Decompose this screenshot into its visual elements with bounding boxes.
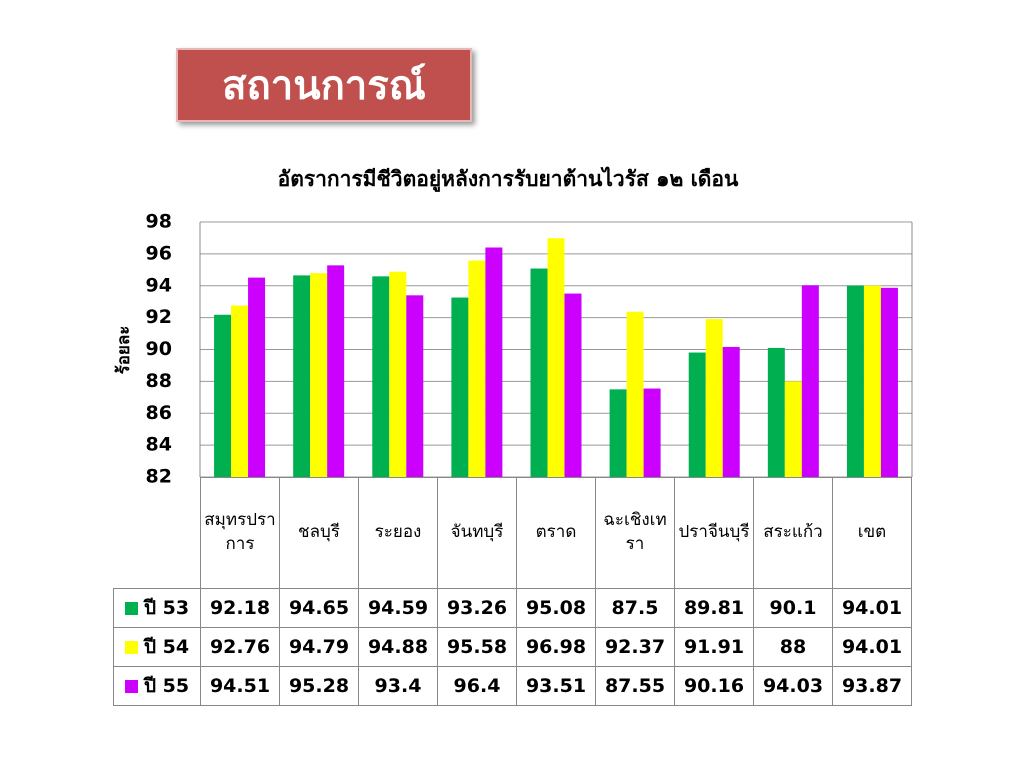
y-tick-label: 92 [146, 306, 172, 328]
bar [468, 260, 486, 477]
bar [389, 271, 407, 477]
bar [372, 276, 390, 477]
bar [547, 238, 565, 477]
value-cell: 94.51 [200, 666, 280, 706]
series-row: ปี 54 92.76 94.79 94.88 95.58 96.98 92.37 91.91… [113, 627, 912, 667]
bar [293, 275, 311, 477]
y-tick-label: 96 [146, 242, 172, 264]
bar [451, 297, 469, 477]
y-tick-label: 88 [146, 370, 172, 392]
legend-label: ปี 55 [143, 675, 190, 697]
bar [406, 295, 424, 477]
y-tick-label: 86 [146, 402, 172, 424]
value-cell: 92.76 [200, 627, 280, 667]
value-cell: 87.5 [595, 588, 675, 628]
slide-title: สถานการณ์ [176, 48, 472, 122]
value-cell: 95.08 [516, 588, 596, 628]
bar [231, 305, 249, 477]
category-cell: จันทบุรี [437, 477, 517, 589]
bar [801, 285, 819, 477]
value-cell: 94.79 [279, 627, 359, 667]
category-cell: ปราจีนบุรี [674, 477, 754, 589]
legend-cell: ปี 53 [113, 588, 201, 628]
legend-label: ปี 54 [143, 636, 190, 658]
value-cell: 90.16 [674, 666, 754, 706]
bar [609, 389, 627, 477]
value-cell: 88 [753, 627, 833, 667]
value-cell: 93.87 [832, 666, 912, 706]
bar [485, 247, 503, 477]
value-cell: 94.65 [279, 588, 359, 628]
data-table: สมุทรปราการ ชลบุรี ระยอง จันทบุรี ตราด ฉะเชิง… [113, 477, 912, 706]
value-cell: 93.4 [358, 666, 438, 706]
corner-cell [114, 478, 201, 589]
category-cell: ชลบุรี [279, 477, 359, 589]
category-cell: ฉะเชิงเทรา [595, 477, 675, 589]
value-cell: 94.01 [832, 627, 912, 667]
value-cell: 94.01 [832, 588, 912, 628]
value-cell: 92.37 [595, 627, 675, 667]
y-tick-label: 94 [146, 274, 172, 296]
value-cell: 94.03 [753, 666, 833, 706]
y-tick-label: 82 [146, 466, 172, 488]
category-cell: สระแก้ว [753, 477, 833, 589]
value-cell: 92.18 [200, 588, 280, 628]
bar [530, 268, 548, 477]
value-cell: 94.59 [358, 588, 438, 628]
value-cell: 95.28 [279, 666, 359, 706]
series-row: ปี 53 92.18 94.65 94.59 93.26 95.08 87.5 89.81 9… [113, 588, 912, 628]
value-cell: 96.98 [516, 627, 596, 667]
value-cell: 93.51 [516, 666, 596, 706]
bar [564, 293, 582, 477]
bar [248, 277, 266, 477]
legend-label: ปี 53 [143, 597, 190, 619]
bar [880, 287, 898, 477]
bar [310, 273, 328, 477]
value-cell: 94.88 [358, 627, 438, 667]
value-cell: 90.1 [753, 588, 833, 628]
y-tick-label: 90 [146, 338, 172, 360]
bar [846, 285, 864, 477]
legend-key [124, 680, 138, 693]
legend-key [124, 602, 138, 615]
bar [784, 381, 802, 477]
value-cell: 96.4 [437, 666, 517, 706]
value-cell: 93.26 [437, 588, 517, 628]
y-tick-label: 98 [146, 211, 172, 233]
bar [688, 352, 706, 477]
legend-key [124, 641, 138, 654]
legend-cell: ปี 55 [113, 666, 201, 706]
category-cell: ระยอง [358, 477, 438, 589]
value-cell: 89.81 [674, 588, 754, 628]
bar [705, 319, 723, 477]
bar [214, 314, 232, 477]
bar [327, 265, 345, 477]
bar [643, 388, 661, 477]
bar [767, 347, 785, 477]
series-row: ปี 55 94.51 95.28 93.4 96.4 93.51 87.55 90.16 94… [113, 666, 912, 706]
y-tick-label: 84 [146, 434, 172, 456]
bar [626, 311, 644, 477]
value-cell: 87.55 [595, 666, 675, 706]
bar [863, 285, 881, 477]
category-cell: เขต [832, 477, 912, 589]
chart-title: อัตราการมีชีวิตอยู่หลังการรับยาต้านไวรัส… [278, 166, 739, 193]
category-cell: สมุทรปราการ [200, 477, 280, 589]
value-cell: 95.58 [437, 627, 517, 667]
bar [722, 346, 740, 477]
header-row: สมุทรปราการ ชลบุรี ระยอง จันทบุรี ตราด ฉะเชิง… [114, 477, 912, 589]
y-axis-label: ร้อยละ [114, 326, 134, 375]
legend-cell: ปี 54 [113, 627, 201, 667]
value-cell: 91.91 [674, 627, 754, 667]
category-cell: ตราด [516, 477, 596, 589]
